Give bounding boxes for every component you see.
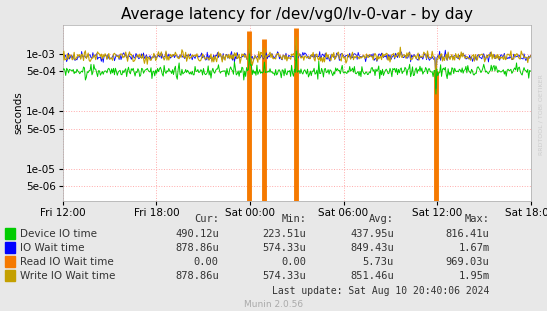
Text: Max:: Max: <box>464 214 490 224</box>
Text: 1.95m: 1.95m <box>458 271 490 281</box>
Text: IO Wait time: IO Wait time <box>20 243 84 253</box>
Text: Avg:: Avg: <box>369 214 394 224</box>
Text: 878.86u: 878.86u <box>175 243 219 253</box>
Text: 0.00: 0.00 <box>281 257 306 267</box>
Text: 816.41u: 816.41u <box>446 229 490 239</box>
Text: 1.67m: 1.67m <box>458 243 490 253</box>
Text: Write IO Wait time: Write IO Wait time <box>20 271 115 281</box>
Text: 969.03u: 969.03u <box>446 257 490 267</box>
Title: Average latency for /dev/vg0/lv-0-var - by day: Average latency for /dev/vg0/lv-0-var - … <box>121 7 473 22</box>
Text: 490.12u: 490.12u <box>175 229 219 239</box>
Text: 0.00: 0.00 <box>194 257 219 267</box>
Text: 437.95u: 437.95u <box>350 229 394 239</box>
Y-axis label: seconds: seconds <box>13 91 24 134</box>
Text: 223.51u: 223.51u <box>263 229 306 239</box>
Text: Munin 2.0.56: Munin 2.0.56 <box>244 300 303 309</box>
Text: 849.43u: 849.43u <box>350 243 394 253</box>
Text: Last update: Sat Aug 10 20:40:06 2024: Last update: Sat Aug 10 20:40:06 2024 <box>272 286 490 296</box>
Text: Read IO Wait time: Read IO Wait time <box>20 257 113 267</box>
Text: Min:: Min: <box>281 214 306 224</box>
Text: 5.73u: 5.73u <box>363 257 394 267</box>
Text: Cur:: Cur: <box>194 214 219 224</box>
Text: RRDTOOL / TOBI OETIKER: RRDTOOL / TOBI OETIKER <box>538 75 543 156</box>
Text: 851.46u: 851.46u <box>350 271 394 281</box>
Text: 574.33u: 574.33u <box>263 243 306 253</box>
Text: Device IO time: Device IO time <box>20 229 97 239</box>
Text: 878.86u: 878.86u <box>175 271 219 281</box>
Text: 574.33u: 574.33u <box>263 271 306 281</box>
